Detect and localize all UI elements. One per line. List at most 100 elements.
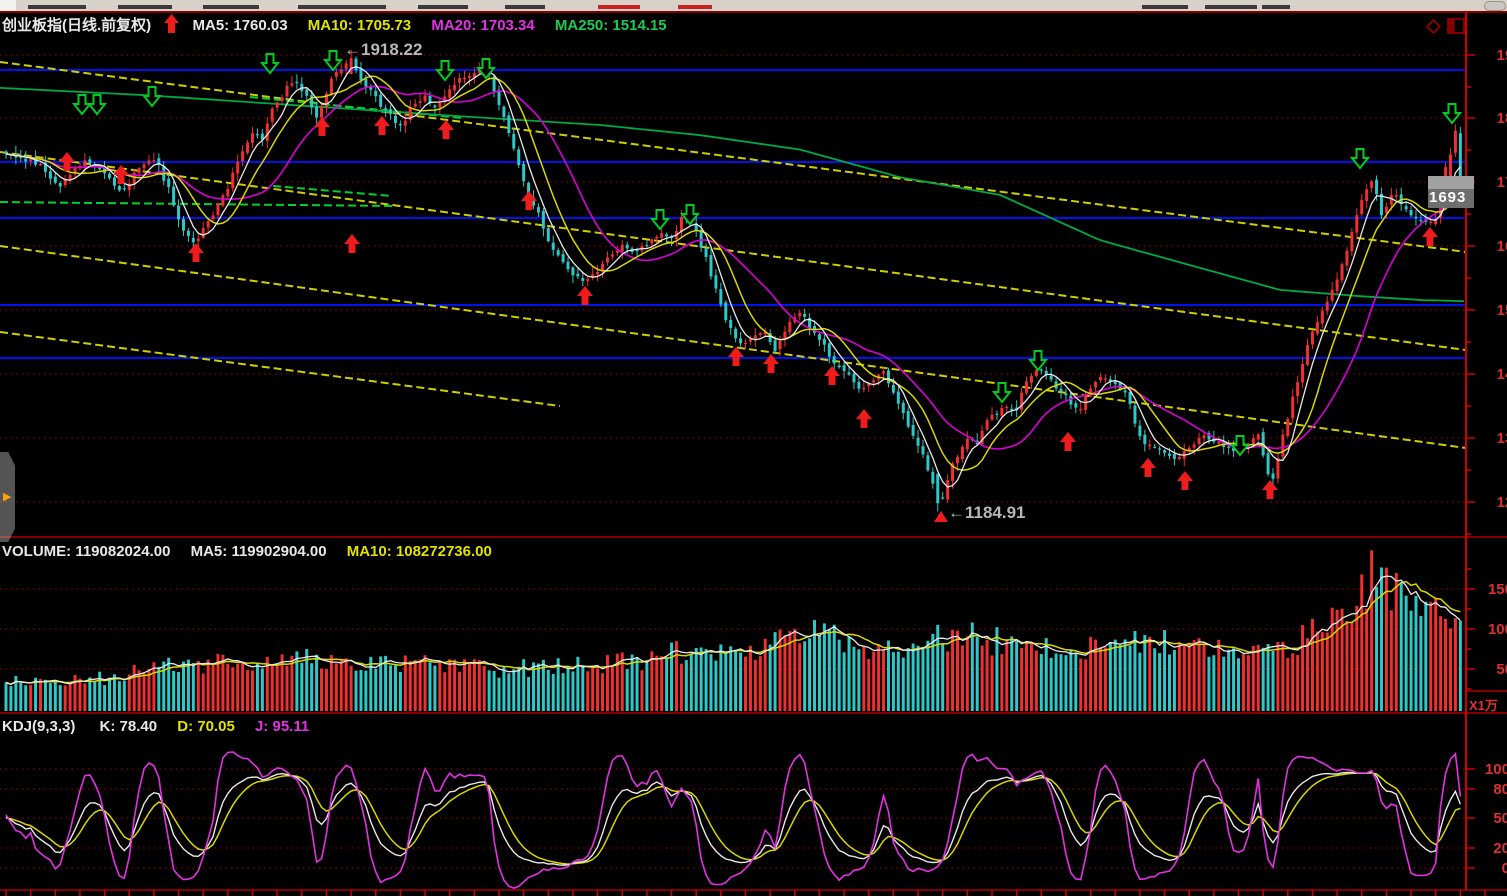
kdj-j-label: J: 95.11 — [254, 718, 310, 735]
volume-header: VOLUME: 119082024.00 MA5: 119902904.00 M… — [2, 543, 508, 560]
toolbar-item-fragment-red[interactable] — [678, 5, 712, 9]
buy-signal-arrow-icon — [344, 234, 360, 253]
axis-label: 100 — [1488, 621, 1507, 638]
kdj-d-label: D: 70.05 — [177, 718, 235, 735]
axis-label: 1300 — [1497, 430, 1507, 447]
buy-signal-arrow-icon — [1060, 432, 1076, 451]
signal-arrows — [59, 50, 1463, 522]
buy-signal-arrow-icon — [438, 120, 454, 139]
sidebar-expand-handle[interactable]: ▶ — [0, 452, 15, 542]
main-chart-header: 创业板指(日线.前复权) MA5: 1760.03 MA10: 1705.73 … — [2, 14, 683, 35]
kdj-header: KDJ(9,3,3) K: 78.40 D: 70.05 J: 95.11 — [2, 718, 325, 735]
axis-label: 1800 — [1497, 110, 1507, 127]
ma250-label: MA250: 1514.15 — [554, 17, 667, 34]
axis-label: 1700 — [1497, 174, 1507, 191]
buy-signal-arrow-icon — [314, 117, 330, 136]
toolbar-item-fragment[interactable] — [1142, 5, 1188, 9]
volume-unit-label: X1万 — [1469, 698, 1498, 713]
buy-signal-arrow-icon — [1140, 458, 1156, 477]
volume-ma5-label: MA5: 119902904.00 — [190, 543, 327, 560]
buy-signal-arrow-icon — [763, 354, 779, 373]
up-trend-arrow-icon — [164, 14, 180, 33]
axis-label: 50 — [1496, 661, 1507, 678]
buy-signal-arrow-icon — [188, 243, 204, 262]
sell-signal-arrow-icon — [649, 209, 671, 231]
buy-signal-arrow-icon — [59, 152, 75, 171]
sell-signal-arrow-icon — [141, 86, 163, 108]
toolbar-item-fragment[interactable] — [418, 5, 468, 9]
axis-label: 1500 — [1497, 302, 1507, 319]
toolbar-item-fragment-red[interactable] — [598, 5, 640, 9]
buy-signal-arrow-icon — [824, 366, 840, 385]
top-toolbar[interactable] — [0, 0, 1507, 11]
kdj-title: KDJ(9,3,3) — [2, 718, 76, 735]
volume-ma10-label: MA10: 108272736.00 — [346, 543, 492, 560]
axis-label: 20 — [1493, 840, 1507, 857]
sell-signal-arrow-icon — [259, 53, 281, 75]
expand-arrow-icon: ▶ — [3, 491, 12, 503]
axis-label: 150 — [1488, 581, 1507, 598]
last-price-value: 1693 — [1428, 189, 1474, 208]
buy-signal-arrow-icon — [374, 116, 390, 135]
sell-signal-arrow-icon — [434, 60, 456, 82]
toolbar-scrollbar[interactable] — [1484, 1, 1506, 11]
toolbar-item-fragment[interactable] — [298, 5, 386, 9]
sell-signal-arrow-icon — [1441, 103, 1463, 125]
sell-signal-arrow-icon — [475, 58, 497, 80]
axes: 1900 1800 1700 1600 1500 1400 1300 1200 150 100 50… — [0, 11, 1507, 896]
sell-signal-arrow-icon — [679, 204, 701, 226]
toolbar-item-fragment[interactable] — [1205, 5, 1257, 9]
candlesticks — [4, 50, 1462, 512]
sell-signal-arrow-icon — [71, 94, 93, 116]
axis-label: 0 — [1502, 860, 1507, 877]
grid-lines — [0, 54, 1466, 869]
buy-signal-arrow-icon — [856, 409, 872, 428]
high-annotation: ←1918.22 — [344, 40, 423, 59]
buy-signal-arrow-icon — [1262, 480, 1278, 499]
instrument-title: 创业板指(日线.前复权) — [2, 17, 152, 34]
sell-signal-arrow-icon — [1027, 350, 1049, 372]
buy-signal-arrow-icon — [1177, 471, 1193, 490]
toolbar-corner — [0, 0, 16, 11]
volume-label: VOLUME: 119082024.00 — [2, 543, 171, 560]
trendlines — [0, 61, 1466, 449]
buy-signal-arrow-icon — [1422, 227, 1438, 246]
ma5-label: MA5: 1760.03 — [192, 17, 288, 34]
ma250-line — [0, 87, 1465, 303]
split-window-icon[interactable] — [1447, 17, 1466, 36]
axis-label: 80 — [1493, 781, 1507, 798]
sell-signal-arrow-icon — [1229, 435, 1251, 457]
toolbar-item-fragment[interactable] — [505, 5, 545, 9]
toolbar-item-fragment[interactable] — [203, 5, 259, 9]
volume-ma5-line — [5, 575, 1461, 686]
volume-bars — [4, 550, 1462, 711]
buy-signal-arrow-icon — [521, 191, 537, 210]
diamond-icon[interactable] — [1424, 17, 1443, 36]
toolbar-item-fragment[interactable] — [118, 5, 172, 9]
sell-signal-arrow-icon — [86, 94, 108, 116]
low-annotation: ←1184.91 — [948, 503, 1026, 522]
buy-signal-arrow-icon — [113, 165, 129, 184]
buy-signal-arrow-icon — [577, 286, 593, 305]
ma10-label: MA10: 1705.73 — [307, 17, 412, 34]
axis-label: 1900 — [1497, 47, 1507, 64]
kdj-lines — [5, 751, 1462, 889]
buy-signal-arrow-icon — [728, 347, 744, 366]
axis-label: 50 — [1493, 810, 1507, 827]
axis-label: 1200 — [1497, 494, 1507, 511]
sell-signal-arrow-icon — [991, 382, 1013, 404]
toolbar-item-fragment[interactable] — [28, 5, 86, 9]
sell-signal-arrow-icon — [1349, 148, 1371, 170]
ma-lines — [5, 66, 1461, 488]
axis-label: 1400 — [1497, 366, 1507, 383]
toolbar-item-fragment[interactable] — [1262, 5, 1290, 9]
ma20-label: MA20: 1703.34 — [431, 17, 535, 34]
kdj-k-label: K: 78.40 — [99, 718, 158, 735]
axis-label: 100 — [1485, 761, 1507, 778]
last-price-marker: 1693 — [1428, 176, 1474, 208]
axis-label: 1600 — [1497, 238, 1507, 255]
sell-signal-arrow-icon — [322, 50, 344, 72]
low-point-marker — [934, 511, 948, 522]
